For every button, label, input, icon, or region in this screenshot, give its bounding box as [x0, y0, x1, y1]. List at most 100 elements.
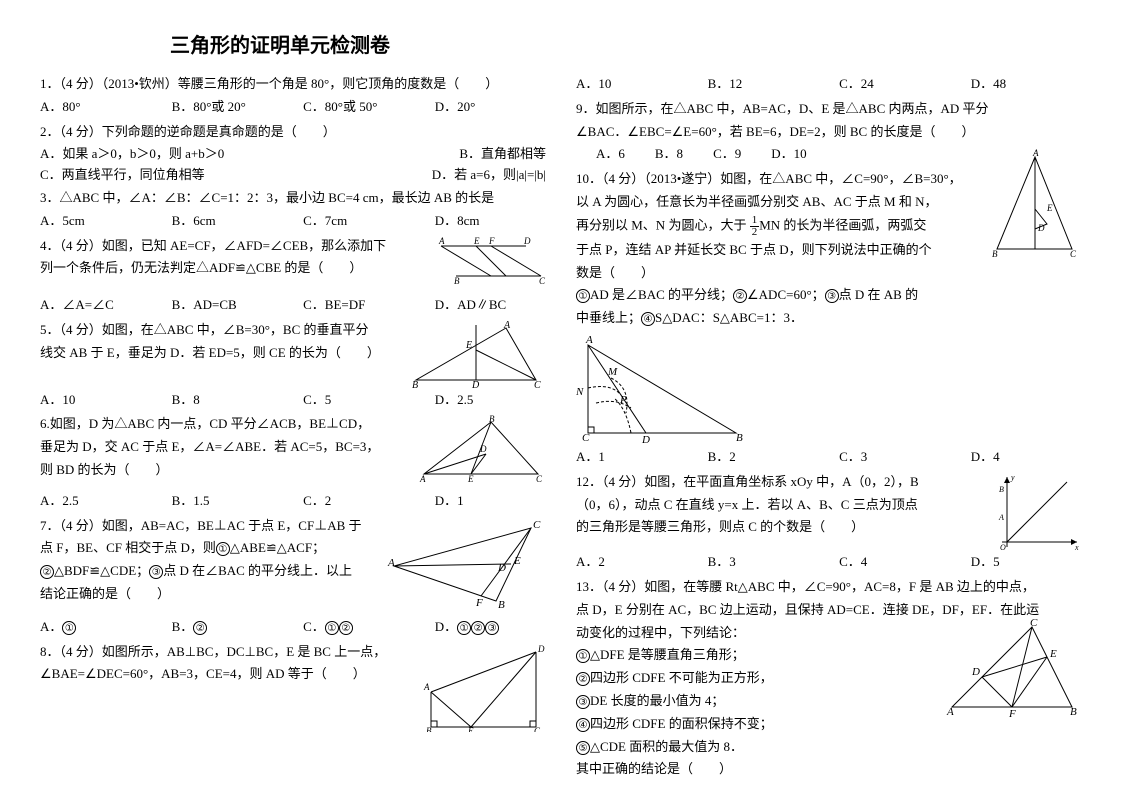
svg-text:D: D: [479, 444, 487, 454]
q8-options: A．10 B．12 C．24 D．48: [576, 74, 1082, 95]
q5-c: C．5: [303, 390, 414, 411]
q6-b: B．1.5: [172, 491, 283, 512]
svg-text:C: C: [1070, 249, 1077, 259]
q8-d: D．48: [971, 74, 1082, 95]
q10-a: A．1: [576, 447, 687, 468]
svg-text:C: C: [582, 432, 590, 443]
svg-text:F: F: [1008, 708, 1016, 717]
q3-d: D．8cm: [435, 211, 546, 232]
q8-a: A．10: [576, 74, 687, 95]
q5-b: B．8: [172, 390, 283, 411]
q9-wrap: 9．如图所示，在△ABC 中，AB=AC，D、E 是△ABC 内两点，AD 平分…: [576, 99, 1082, 143]
left-column: 1．（4 分）（2013•钦州）等腰三角形的一个角是 80°，则它顶角的度数是（…: [40, 72, 546, 782]
q10-figure: A B C D M N P: [576, 333, 1082, 443]
q13-figure: A B C D E F: [942, 617, 1082, 717]
q6-wrap: B A C D E 6.如图，D 为△ABC 内一点，CD 平分∠ACB，BE⊥…: [40, 414, 546, 488]
svg-text:B: B: [426, 726, 432, 732]
q10-line6: ①AD 是∠BAC 的平分线；②∠ADC=60°；③点 D 在 AB 的: [576, 285, 1082, 306]
svg-text:C: C: [534, 380, 541, 390]
svg-text:A: A: [503, 320, 511, 331]
q2-c: C．两直线平行，同位角相等: [40, 165, 205, 186]
svg-text:C: C: [533, 519, 541, 531]
svg-text:B: B: [454, 276, 460, 286]
q4-a: A．∠A=∠C: [40, 295, 151, 316]
circled-3: ③: [149, 565, 163, 579]
q7-figure: A B C E F D: [386, 516, 546, 611]
svg-text:E: E: [513, 555, 521, 567]
q4-c: C．BE=DF: [303, 295, 414, 316]
svg-text:B: B: [489, 414, 495, 424]
svg-text:C: C: [1030, 617, 1038, 629]
q8-c: C．24: [839, 74, 950, 95]
q6-options: A．2.5 B．1.5 C．2 D．1: [40, 491, 546, 512]
q5-figure: A B C E D: [406, 320, 546, 390]
svg-text:D: D: [641, 434, 650, 443]
q7-b: B．②: [172, 617, 283, 638]
q2: 2．（4 分）下列命题的逆命题是真命题的是（ ）: [40, 122, 546, 143]
q9-a: A．6: [596, 144, 625, 165]
svg-text:y: y: [1010, 473, 1015, 482]
svg-text:x: x: [1074, 543, 1079, 552]
q10-line7: 中垂线上；④S△DAC：S△ABC=1：3．: [576, 308, 1082, 329]
svg-text:B: B: [498, 599, 505, 611]
q10-line5: 数是（ ）: [576, 263, 1082, 284]
q9-figure: A B C E D: [987, 149, 1082, 259]
q9-line1: 9．如图所示，在△ABC 中，AB=AC，D、E 是△ABC 内两点，AD 平分: [576, 99, 1082, 120]
q4-figure: A D F E B C: [436, 236, 546, 286]
q10-wrap: A B C E D 10．（4 分）（2013•遂宁）如图，在△ABC 中，∠C…: [576, 169, 1082, 329]
page-title: 三角形的证明单元检测卷: [40, 30, 520, 62]
q12-wrap: A B O y x 12．（4 分）如图，在平面直角坐标系 xOy 中，A（0，…: [576, 472, 1082, 550]
q10-c: C．3: [839, 447, 950, 468]
q7-c: C．①②: [303, 617, 414, 638]
q4-b: B．AD=CB: [172, 295, 283, 316]
q9-b: B．8: [655, 144, 683, 165]
q13-end: 其中正确的结论是（ ）: [576, 759, 1082, 780]
q8-figure: A B E C D: [416, 642, 546, 732]
svg-text:E: E: [465, 340, 472, 351]
q6-c: C．2: [303, 491, 414, 512]
svg-text:F: F: [475, 597, 483, 609]
svg-text:N: N: [576, 386, 584, 398]
q5-options: A．10 B．8 C．5 D．2.5: [40, 390, 546, 411]
q12-b: B．3: [708, 552, 819, 573]
svg-text:B: B: [1070, 706, 1077, 717]
svg-text:A: A: [438, 236, 445, 246]
q1-b: B．80°或 20°: [172, 97, 283, 118]
svg-text:C: C: [534, 726, 541, 732]
q6-a: A．2.5: [40, 491, 151, 512]
q13-d5: ⑤△CDE 面积的最大值为 8．: [576, 737, 1082, 758]
q3: 3．△ABC 中，∠A：∠B：∠C=1：2：3，最小边 BC=4 cm，最长边 …: [40, 188, 546, 209]
svg-text:B: B: [736, 432, 743, 443]
q10-options: A．1 B．2 C．3 D．4: [576, 447, 1082, 468]
svg-text:B: B: [992, 249, 998, 259]
svg-text:E: E: [1046, 203, 1053, 213]
q6-figure: B A C D E: [416, 414, 546, 484]
svg-text:A: A: [423, 682, 430, 692]
svg-text:D: D: [971, 666, 980, 678]
svg-text:P: P: [619, 394, 627, 406]
q7-d: D．①②③: [435, 617, 546, 638]
svg-text:D: D: [537, 644, 545, 654]
svg-text:F: F: [488, 236, 495, 246]
q1-c: C．80°或 50°: [303, 97, 414, 118]
svg-text:D: D: [523, 236, 531, 246]
q6-d: D．1: [435, 491, 546, 512]
q1: 1．（4 分）（2013•钦州）等腰三角形的一个角是 80°，则它顶角的度数是（…: [40, 74, 546, 95]
q5-a: A．10: [40, 390, 151, 411]
q2-d: D．若 a=6，则|a|=|b|: [432, 165, 546, 186]
q4-options: A．∠A=∠C B．AD=CB C．BE=DF D．AD∥BC: [40, 295, 546, 316]
q12-d: D．5: [971, 552, 1082, 573]
q2-a: A．如果 a＞0，b＞0，则 a+b＞0: [40, 144, 224, 165]
q12-options: A．2 B．3 C．4 D．5: [576, 552, 1082, 573]
q13-wrap: A B C D E F 13．（4 分）如图，在等腰 Rt△ABC 中，∠C=9…: [576, 577, 1082, 780]
svg-text:O: O: [1000, 543, 1006, 552]
q1-options: A．80° B．80°或 20° C．80°或 50° D．20°: [40, 97, 546, 118]
q1-a: A．80°: [40, 97, 151, 118]
q4-d: D．AD∥BC: [435, 295, 546, 316]
svg-text:E: E: [1049, 648, 1057, 660]
q10-d: D．4: [971, 447, 1082, 468]
q12-c: C．4: [839, 552, 950, 573]
right-column: A．10 B．12 C．24 D．48 9．如图所示，在△ABC 中，AB=AC…: [576, 72, 1082, 782]
svg-text:C: C: [539, 276, 546, 286]
q3-c: C．7cm: [303, 211, 414, 232]
